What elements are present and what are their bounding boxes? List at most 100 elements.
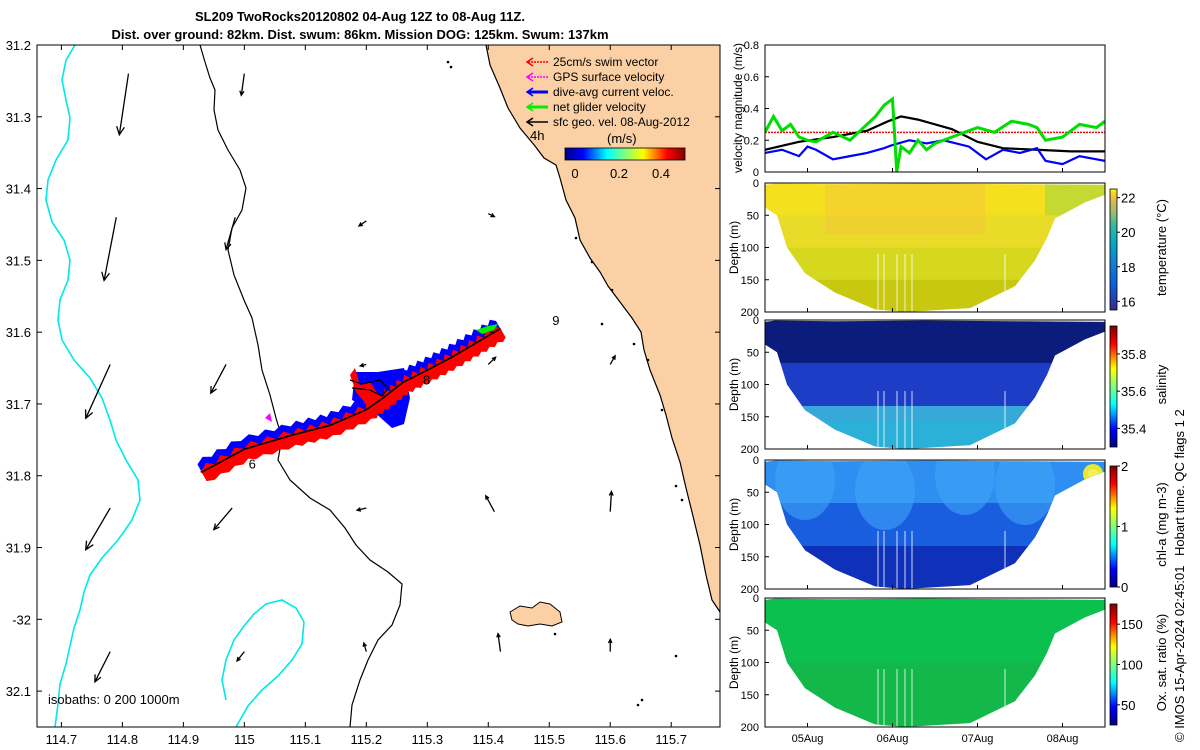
map-x-tick-label: 115.4 [472, 732, 504, 747]
garden-island [509, 601, 563, 627]
map-y-tick-label: 31.9 [6, 541, 31, 556]
map-x-tick-label: 114.9 [168, 732, 200, 747]
chla-patch [855, 460, 915, 530]
map-y-tick-label: 31.4 [6, 182, 31, 197]
geo-vector-arrow [496, 632, 502, 652]
isobath-0m [485, 45, 720, 613]
geo-vector-arrow [608, 490, 614, 512]
isobath-1000m-east [221, 599, 305, 727]
legend-label: dive-avg current veloc. [553, 85, 674, 99]
legend-item: sfc geo. vel. 08-Aug-2012 [525, 115, 690, 129]
section-colorbar-tick-label: 16 [1121, 294, 1135, 309]
velocity-y-tick-label: 0.6 [744, 72, 759, 84]
geo-vector-arrow [236, 651, 245, 663]
track-day-label: 8 [423, 373, 430, 388]
legend-label: sfc geo. vel. 08-Aug-2012 [553, 115, 690, 129]
offshore-rock [574, 236, 578, 240]
legend-label: 25cm/s swim vector [553, 55, 658, 69]
chla-patch [995, 460, 1055, 525]
speed-colorbar-tick-label: 0 [571, 166, 578, 181]
section-y-tick-label: 0 [753, 315, 759, 327]
time-tick-label: 05Aug [792, 733, 824, 745]
map-x-tick-label: 115.1 [290, 732, 322, 747]
legend-item: dive-avg current veloc. [525, 85, 674, 99]
velocity-ylabel: velocity magnitude (m/s) [731, 43, 745, 173]
offshore-rock [640, 698, 644, 702]
speed-colorbar-tick-label: 0.4 [652, 166, 670, 181]
velocity-panel: 0 0.2 0.4 0.6 0.8 velocity magnitude (m/s) [731, 40, 1106, 179]
section-y-tick-label: 200 [741, 584, 759, 596]
map-y-tick-label: 31.8 [6, 469, 31, 484]
section-colorbar-tick-label: 18 [1121, 260, 1135, 275]
section-colorbar-tick-label: 50 [1121, 698, 1135, 713]
section-colorbar-tick-label: 0 [1121, 580, 1128, 595]
swim-vector-band [201, 325, 506, 482]
legend-scale-label: 4h [530, 128, 544, 143]
map-y-tick-label: 32.1 [6, 684, 31, 699]
gps-surface-velocity-mark [265, 413, 272, 422]
offshore-rock [674, 484, 678, 488]
offshore-rock [610, 288, 614, 292]
track-day-label: 9 [552, 313, 559, 328]
isobath-200m [199, 45, 403, 727]
chart-title-line2: Dist. over ground: 82km. Dist. swum: 86k… [111, 27, 609, 42]
section-colorbar-tick-label: 35.8 [1121, 347, 1146, 362]
geo-vector-arrow [362, 641, 368, 652]
map-frame [36, 44, 721, 728]
map-x-tick-label: 115.2 [351, 732, 383, 747]
section-y-tick-label: 100 [741, 520, 759, 532]
geo-vector-arrow [485, 494, 495, 512]
legend-swatch-arrow [525, 117, 534, 127]
map-x-tick-label: 115.3 [411, 732, 443, 747]
geo-vector-arrow [84, 364, 111, 420]
geo-vector-arrow [487, 213, 496, 218]
section-y-tick-label: 200 [741, 722, 759, 734]
colorbar-title: (m/s) [607, 131, 637, 146]
section-y-tick-label: 0 [753, 178, 759, 190]
section-colorbar-tick-label: 22 [1121, 191, 1135, 206]
section-ylabel: Depth (m) [727, 636, 741, 689]
time-tick-label: 08Aug [1047, 733, 1079, 745]
section-y-tick-label: 50 [747, 347, 759, 359]
geo-vector-arrow [357, 220, 367, 227]
section-colorbar [1109, 465, 1118, 588]
map-y-tick-label: 31.6 [6, 325, 31, 340]
section-band-core [825, 183, 985, 235]
section-colorbar [1109, 325, 1118, 448]
velocity-series [765, 96, 1105, 172]
section-colorbar-tick-label: 150 [1121, 617, 1143, 632]
offshore-rock [449, 65, 453, 69]
section-colorbar-label: chl-a (mg m-3) [1154, 482, 1169, 567]
map-x-tick-label: 115 [234, 732, 255, 747]
section-colorbar-label: salinity [1154, 364, 1169, 404]
section-y-tick-label: 150 [741, 690, 759, 702]
speed-colorbar [564, 147, 686, 161]
map-x-tick-label: 115.6 [594, 732, 626, 747]
geo-vector-arrow [355, 507, 367, 512]
offshore-rocks [446, 60, 684, 707]
time-tick-label: 07Aug [962, 733, 994, 745]
offshore-rock [600, 322, 604, 326]
section-colorbar-tick-label: 35.4 [1121, 421, 1146, 436]
offshore-rock [680, 498, 684, 502]
section-colorbar-tick-label: 20 [1121, 225, 1135, 240]
section-y-tick-label: 150 [741, 412, 759, 424]
chart-title-line1: SL209 TwoRocks20120802 04-Aug 12Z to 08-… [195, 9, 525, 24]
legend-item: 25cm/s swim vector [525, 55, 658, 69]
section-colorbar-tick-label: 35.6 [1121, 384, 1146, 399]
chla-patch [935, 460, 995, 515]
geo-vector-arrow [239, 73, 245, 97]
section-colorbar-label: temperature (°C) [1154, 199, 1169, 296]
time-axis: 05Aug 06Aug 07Aug 08Aug [792, 733, 1079, 745]
map-y-tick-label: 31.2 [6, 38, 31, 53]
legend-swatch-arrow [525, 102, 534, 112]
velocity-y-tick-label: 0.4 [744, 104, 759, 116]
offshore-rock [660, 408, 664, 412]
geo-vector-arrow [94, 651, 111, 684]
coastline-land [486, 45, 720, 612]
offshore-rock [590, 260, 594, 264]
velocity-series-line [765, 139, 1105, 166]
geo-vector-arrow [607, 637, 613, 652]
